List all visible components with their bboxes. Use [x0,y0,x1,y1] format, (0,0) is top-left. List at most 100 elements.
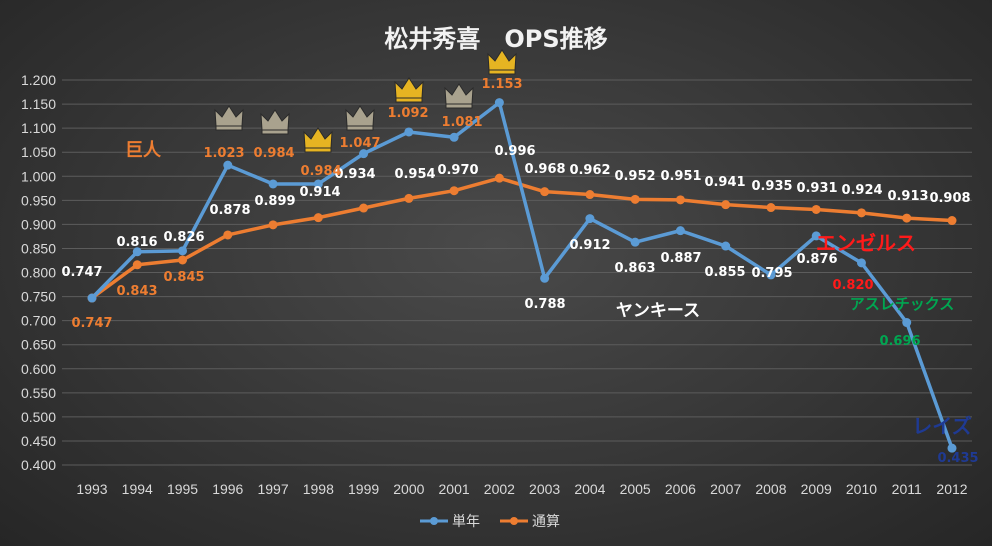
crown-icon [487,49,517,75]
y-tick-label: 0.550 [21,385,56,401]
y-tick-label: 0.900 [21,216,56,232]
legend: 単年 通算 [420,514,560,530]
data-label-single-year: 1.153 [481,77,522,92]
legend-item-cumulative[interactable]: 通算 [500,514,560,530]
y-tick-label: 1.000 [21,168,56,184]
point-cumulative [721,200,731,210]
point-cumulative [540,187,550,197]
team-annotation: レイズ [912,414,971,438]
data-label-cumulative: 0.952 [614,169,655,184]
legend-cumulative-marker [510,517,518,525]
crown-body [394,77,424,99]
crown-base [346,125,374,131]
data-label-cumulative: 0.962 [569,163,610,178]
crown-body [487,49,517,71]
y-tick-label: 0.450 [21,433,56,449]
crown-base [261,129,289,135]
crown-body [345,105,375,127]
data-label-single-year: 1.081 [441,115,482,130]
x-tick-label: 2005 [620,481,651,497]
x-tick-label: 1995 [167,481,198,497]
crown-body [444,83,474,105]
data-label-single-year: 0.820 [832,278,873,293]
data-label-single-year: 1.092 [387,106,428,121]
y-tick-label: 0.950 [21,192,56,208]
x-tick-label: 2002 [484,481,515,497]
legend-single-year-marker [430,517,438,525]
crown-icon [444,83,474,109]
x-tick-label: 1994 [122,481,153,497]
point-cumulative [313,213,323,223]
x-tick-label: 2004 [574,481,605,497]
y-tick-label: 0.700 [21,313,56,329]
data-label-cumulative: 0.899 [254,194,295,209]
x-tick-label: 2012 [936,481,967,497]
y-tick-label: 0.600 [21,361,56,377]
data-label-single-year: 1.047 [339,136,380,151]
point-single-year [87,293,97,303]
crown-icon [345,105,375,131]
data-label-single-year: 0.912 [569,238,610,253]
legend-item-single-year[interactable]: 単年 [420,514,480,530]
data-label-cumulative: 0.968 [524,162,565,177]
point-cumulative [132,260,142,270]
x-tick-label: 2000 [393,481,424,497]
y-tick-label: 0.800 [21,265,56,281]
data-label-cumulative: 0.970 [437,163,478,178]
y-tick-label: 1.050 [21,144,56,160]
data-label-single-year: 0.435 [937,451,978,466]
point-single-year [132,247,142,257]
point-cumulative [223,230,233,240]
data-label-cumulative: 0.908 [929,191,970,206]
point-cumulative [585,190,595,200]
crown-body [214,105,244,127]
y-axis-ticks: 0.400 0.450 0.500 0.550 0.600 0.650 0.700 0.750… [21,72,56,473]
data-label-single-year-early: 0.845 [163,270,204,285]
point-single-year [268,179,278,189]
data-label-single-year: 0.788 [524,297,565,312]
point-single-year [359,149,369,159]
crown-icon [260,109,290,135]
data-labels: 0.747 0.816 0.826 0.878 0.899 0.914 0.934 0.954… [61,77,978,466]
y-tick-label: 0.400 [21,457,56,473]
y-tick-label: 1.100 [21,120,56,136]
x-tick-label: 2008 [755,481,786,497]
point-cumulative [630,194,640,204]
y-tick-label: 0.500 [21,409,56,425]
point-single-year [585,214,595,224]
y-tick-label: 1.150 [21,96,56,112]
data-label-cumulative: 0.913 [887,189,928,204]
x-tick-label: 2011 [892,481,922,497]
x-axis-ticks: 1993 1994 1995 1996 1997 1998 1999 2000 2001 2002… [76,481,967,497]
x-tick-label: 2006 [665,481,696,497]
point-cumulative [449,186,459,196]
data-label-single-year: 0.795 [751,266,792,281]
legend-single-year-label: 単年 [452,514,480,530]
x-tick-label: 1997 [257,481,288,497]
x-tick-label: 2003 [529,481,560,497]
crown-base [445,103,473,109]
point-single-year [540,273,550,283]
y-tick-label: 1.200 [21,72,56,88]
x-tick-label: 2001 [439,481,470,497]
data-label-cumulative: 0.934 [334,167,375,182]
x-tick-label: 1993 [76,481,107,497]
point-single-year [811,231,821,241]
point-single-year [449,132,459,142]
crown-icon [214,105,244,131]
series-lines [90,100,954,449]
crown-body [260,109,290,131]
team-annotation: ヤンキース [616,301,700,321]
point-cumulative [494,173,504,183]
point-single-year [902,318,912,328]
point-single-year [494,98,504,108]
data-label-cumulative: 0.816 [116,235,157,250]
data-label-cumulative: 0.826 [163,230,204,245]
point-cumulative [359,203,369,213]
team-annotation: 巨人 [125,140,162,161]
point-cumulative [675,195,685,205]
point-single-year [766,270,776,280]
data-label-cumulative: 0.914 [299,185,340,200]
y-tick-label: 0.850 [21,240,56,256]
crown-base [488,69,516,75]
